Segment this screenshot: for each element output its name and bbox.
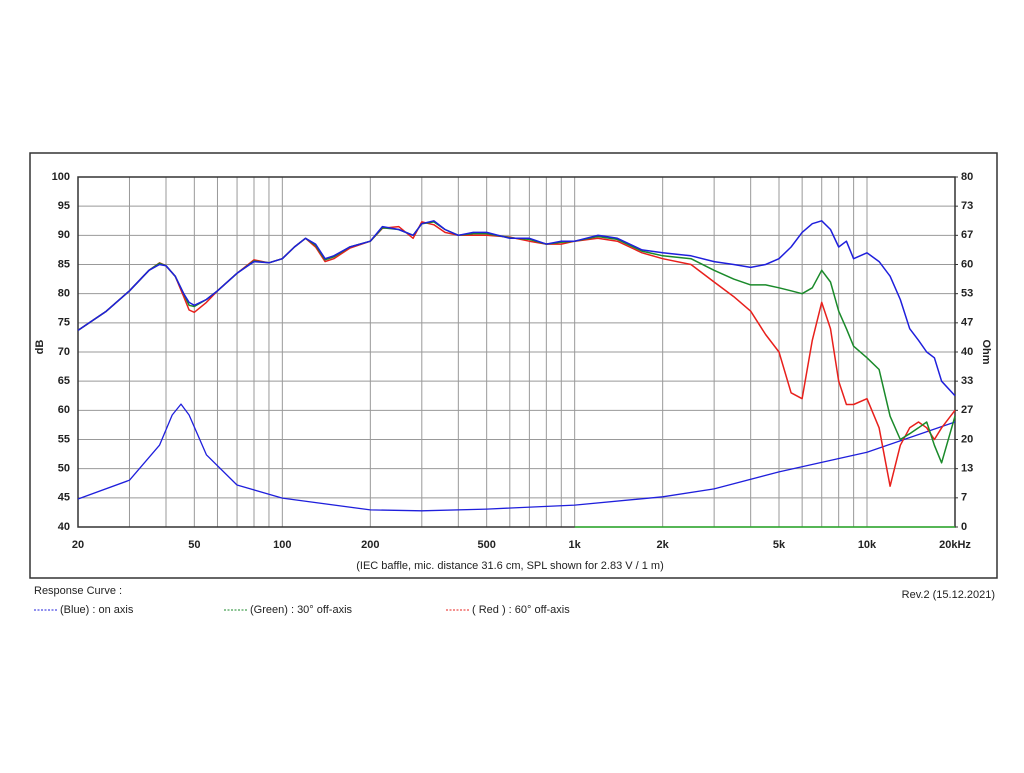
plot-frame <box>77 176 956 528</box>
legend-label: (Blue) : on axis <box>60 604 134 616</box>
y-tick-label: 95 <box>58 200 70 212</box>
y-tick-label: 55 <box>58 433 70 445</box>
x-tick-label: 20kHz <box>939 539 971 551</box>
y2-tick-label: 73 <box>961 200 973 212</box>
x-tick-label: 500 <box>477 539 495 551</box>
x-tick-label: 50 <box>188 539 200 551</box>
y-tick-label: 75 <box>58 317 70 329</box>
y2-tick-label: 0 <box>961 521 967 533</box>
y-tick-label: 90 <box>58 229 70 241</box>
legend-label: ( Red ) : 60° off-axis <box>472 604 570 616</box>
y2-tick-label: 13 <box>961 463 973 475</box>
y-tick-label: 40 <box>58 521 70 533</box>
x-tick-label: 200 <box>361 539 379 551</box>
x-tick-label: 100 <box>273 539 291 551</box>
y-tick-label: 100 <box>52 171 70 183</box>
x-tick-label: 10k <box>858 539 877 551</box>
y2-tick-label: 20 <box>961 433 973 445</box>
y2-tick-label: 47 <box>961 317 973 329</box>
y-axis-label: dB <box>34 340 46 355</box>
legend-label: (Green) : 30° off-axis <box>250 604 353 616</box>
y-tick-label: 60 <box>58 404 70 416</box>
data-line <box>77 220 956 397</box>
frame <box>29 152 998 579</box>
y-tick-label: 45 <box>58 492 70 504</box>
data-line <box>77 403 956 512</box>
y2-tick-label: 80 <box>961 171 973 183</box>
caption: (IEC baffle, mic. distance 31.6 cm, SPL … <box>356 560 664 572</box>
y2-tick-label: 67 <box>961 229 973 241</box>
x-tick-label: 5k <box>773 539 786 551</box>
revision: Rev.2 (15.12.2021) <box>902 589 995 601</box>
x-tick-label: 20 <box>72 539 84 551</box>
y-tick-label: 50 <box>58 463 70 475</box>
y2-tick-label: 53 <box>961 288 973 300</box>
y2-tick-label: 33 <box>961 375 973 387</box>
y2-tick-label: 27 <box>961 404 973 416</box>
y2-tick-label: 40 <box>961 346 973 358</box>
x-tick-label: 1k <box>569 539 582 551</box>
y-tick-label: 70 <box>58 346 70 358</box>
y-tick-label: 80 <box>58 288 70 300</box>
y2-axis-label: Ohm <box>980 339 992 364</box>
y-tick-label: 65 <box>58 375 70 387</box>
legend-title: Response Curve : <box>34 585 122 597</box>
y2-tick-label: 7 <box>961 492 967 504</box>
y2-tick-label: 60 <box>961 258 973 270</box>
x-tick-label: 2k <box>657 539 670 551</box>
y-tick-label: 85 <box>58 258 70 270</box>
